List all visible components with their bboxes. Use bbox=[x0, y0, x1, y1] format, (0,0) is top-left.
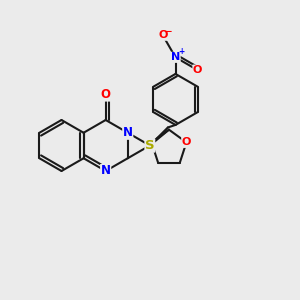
Text: O: O bbox=[158, 30, 167, 40]
Text: S: S bbox=[145, 139, 154, 152]
Text: N: N bbox=[101, 164, 111, 178]
Text: O: O bbox=[101, 88, 111, 101]
Text: N: N bbox=[123, 126, 133, 139]
Text: O: O bbox=[182, 137, 191, 147]
Text: −: − bbox=[164, 27, 172, 36]
Text: +: + bbox=[178, 47, 184, 56]
Text: N: N bbox=[171, 52, 180, 62]
Text: O: O bbox=[193, 65, 202, 75]
